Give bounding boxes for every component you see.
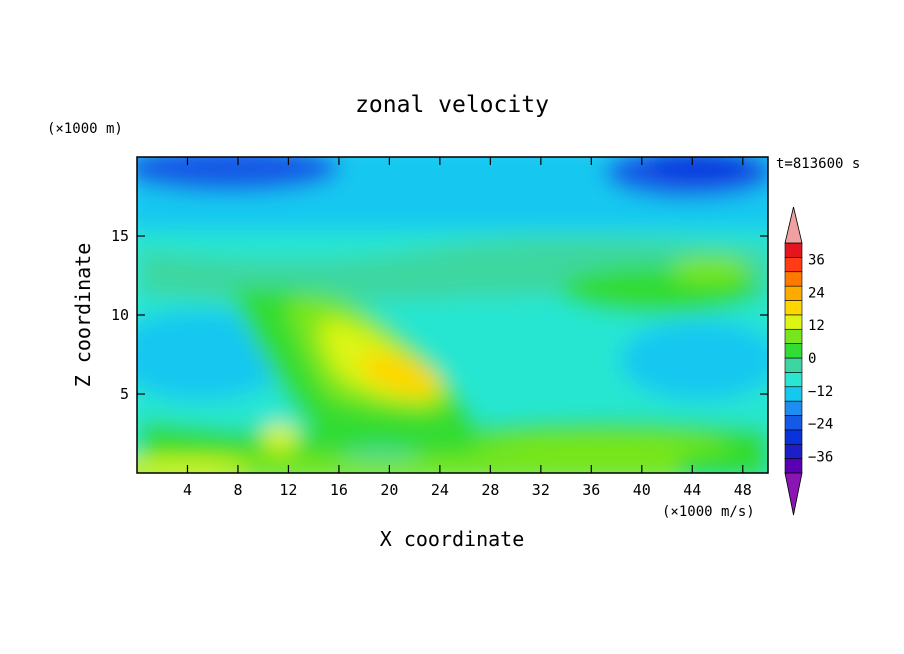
y-axis: 5 10 15: [111, 227, 768, 403]
colorbar-swatch: [784, 429, 803, 445]
colorbar-swatch: [784, 458, 803, 474]
x-axis-unit: (×1000 m/s): [662, 504, 755, 520]
x-axis-label: X coordinate: [380, 527, 525, 551]
surface-yellow-region: [137, 459, 250, 473]
left-small-yellow-region: [262, 424, 298, 452]
surface-layer-region: [137, 456, 680, 473]
x-tick-label: 44: [683, 481, 701, 499]
colorbar-swatch: [784, 271, 803, 287]
colorbar-tick-label: −36: [808, 450, 833, 466]
lower-band-right-core: [470, 433, 730, 457]
colorbar-swatch: [784, 400, 803, 416]
x-tick-label: 40: [633, 481, 651, 499]
contour-field: [137, 157, 768, 473]
x-tick-label: 24: [431, 481, 449, 499]
y-axis-label: Z coordinate: [71, 243, 95, 388]
x-tick-label: 12: [279, 481, 297, 499]
colorbar-swatch: [784, 357, 803, 373]
x-tick-label: 48: [734, 481, 752, 499]
right-mid-cyan-region: [620, 320, 768, 400]
colorbar-swatch: [784, 242, 803, 258]
tilted-core-peak: [360, 352, 440, 398]
chart-title: zonal velocity: [355, 92, 549, 118]
x-tick-label: 20: [380, 481, 398, 499]
colorbar-swatch: [784, 328, 803, 344]
y-axis-unit: (×1000 m): [47, 121, 123, 137]
upper-jet-left-region: [137, 157, 340, 192]
upper-jet-right-core: [645, 157, 755, 178]
y-tick-label: 5: [120, 385, 129, 403]
colorbar-tick-label: 0: [808, 351, 816, 367]
colorbar-swatch: [784, 343, 803, 359]
colorbar-swatch: [784, 386, 803, 402]
colorbar-over-arrow: [784, 206, 803, 244]
colorbar-tick-label: 36: [808, 252, 825, 268]
x-tick-label: 4: [183, 481, 192, 499]
colorbar-tick-label: 24: [808, 285, 825, 301]
y-tick-label: 15: [111, 227, 129, 245]
x-tick-label: 32: [532, 481, 550, 499]
colorbar-under-arrow: [784, 472, 803, 516]
colorbar-tick-label: −12: [808, 384, 833, 400]
right-mid-green-core: [670, 256, 750, 284]
x-tick-label: 28: [481, 481, 499, 499]
colorbar-swatch: [784, 300, 803, 316]
x-tick-label: 8: [233, 481, 242, 499]
colorbar-swatch: [784, 314, 803, 330]
x-axis: 4 8 12 16 20 24 28 32 36 40 44 48: [183, 157, 752, 499]
colorbar-tick-label: −24: [808, 417, 833, 433]
x-tick-label: 16: [330, 481, 348, 499]
colorbar-swatch: [784, 257, 803, 273]
colorbar: 36 24 12 0 −12 −24 −36: [784, 206, 833, 516]
colorbar-swatch: [784, 285, 803, 301]
colorbar-swatch: [784, 443, 803, 459]
time-label: t=813600 s: [776, 156, 860, 172]
y-tick-label: 10: [111, 306, 129, 324]
colorbar-swatch: [784, 415, 803, 431]
x-tick-label: 36: [582, 481, 600, 499]
colorbar-tick-label: 12: [808, 318, 825, 334]
colorbar-swatch: [784, 372, 803, 388]
